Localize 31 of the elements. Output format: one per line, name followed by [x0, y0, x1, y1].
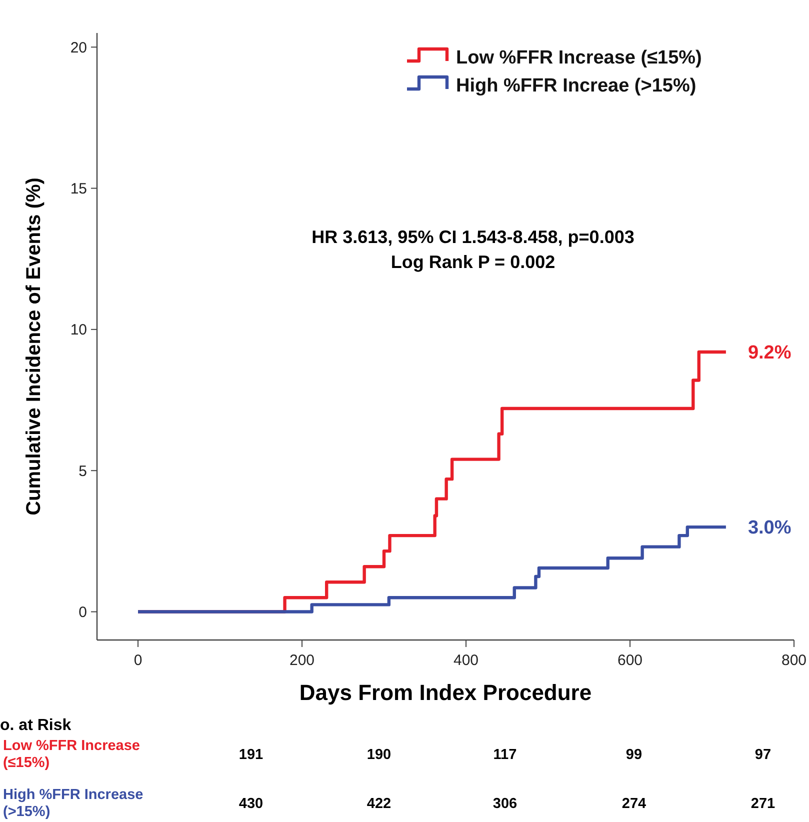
- text: 97: [754, 747, 772, 763]
- annotation: Log Rank P = 0.002: [390, 252, 556, 272]
- text: 190: [366, 747, 392, 763]
- text: 117: [493, 747, 517, 763]
- legend-label: High %FFR Increae (>15%): [456, 76, 696, 97]
- y-tick-label: 0: [78, 604, 87, 622]
- x-axis-title: Days From Index Procedure: [299, 680, 592, 705]
- x-tick-label: 200: [289, 652, 315, 669]
- x-tick-label: 0: [134, 652, 142, 669]
- y-tick-label: 10: [70, 322, 87, 339]
- x-tick-label: 600: [617, 652, 643, 669]
- text: 422: [366, 796, 392, 812]
- text: 271: [750, 796, 776, 812]
- y-tick-label: 15: [70, 180, 87, 198]
- x-tick-label: 400: [453, 652, 479, 669]
- text: o. at Risk: [0, 717, 72, 734]
- y-tick-label: 5: [78, 462, 87, 480]
- text: Low %FFR Increase (≤15%): [3, 738, 140, 771]
- annotation: 9.2%: [748, 342, 792, 364]
- legend-label: Low %FFR Increase (≤15%): [456, 48, 702, 69]
- text: 191: [238, 747, 264, 763]
- y-axis-title: Cumulative Incidence of Events (%): [23, 178, 45, 516]
- text: High %FFR Increase (>15%): [3, 787, 144, 820]
- annotation: 3.0%: [748, 518, 792, 539]
- annotation: HR 3.613, 95% CI 1.543-8.458, p=0.003: [312, 227, 634, 247]
- x-tick-label: 800: [781, 652, 807, 669]
- y-tick-label: 20: [70, 39, 87, 56]
- text: 274: [622, 796, 646, 812]
- text: 430: [238, 796, 264, 812]
- text: 306: [492, 796, 518, 812]
- text: 99: [626, 747, 642, 763]
